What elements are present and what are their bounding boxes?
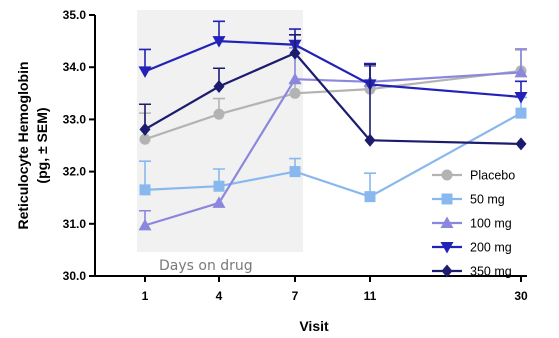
data-point [213, 80, 225, 94]
data-point [515, 107, 527, 119]
data-point [288, 72, 302, 85]
data-point [289, 166, 301, 178]
legend-label: Placebo [470, 169, 515, 183]
y-tick-label: 33.0 [63, 112, 87, 126]
legend-marker [441, 264, 453, 278]
x-axis-title: Visit [299, 318, 329, 334]
legend: Placebo 50 mg 100 mg 200 mg 350 mg [432, 169, 515, 279]
y-tick-label: 30.0 [63, 269, 87, 283]
drug-period-shading [137, 10, 303, 252]
legend-item: 100 mg [432, 216, 512, 231]
x-tick-label: 1 [142, 289, 149, 303]
y-axis-title-line2: (pg, ± SEM) [34, 107, 50, 183]
data-point [138, 66, 152, 78]
legend-label: 50 mg [470, 193, 505, 207]
data-point [212, 196, 226, 208]
x-tick-label: 30 [514, 289, 528, 303]
legend-marker [440, 216, 454, 228]
data-point [514, 65, 528, 78]
y-tick-label: 34.0 [63, 60, 87, 74]
y-axis-title: Reticulocyte Hemoglobin (pg, ± SEM) [15, 61, 50, 229]
y-axis-title-line1: Reticulocyte Hemoglobin [15, 61, 31, 229]
legend-label: 200 mg [470, 241, 512, 255]
data-point [138, 218, 152, 231]
drug-period-label: Days on drug [159, 258, 253, 274]
data-point [514, 91, 528, 104]
data-point [139, 133, 151, 145]
y-tick-label: 31.0 [63, 217, 87, 231]
data-point [139, 184, 151, 196]
x-tick-label: 11 [364, 289, 377, 303]
series-350-mg [139, 34, 527, 151]
error-bar [364, 63, 376, 141]
legend-marker [441, 169, 453, 181]
data-point [212, 36, 226, 48]
data-point [515, 137, 527, 151]
x-tick-label: 7 [292, 289, 299, 303]
data-point [139, 122, 151, 136]
legend-item: 50 mg [432, 193, 505, 207]
data-point [213, 108, 225, 120]
y-tick-label: 32.0 [63, 165, 87, 179]
data-point [289, 46, 301, 60]
legend-label: 100 mg [470, 217, 512, 231]
legend-item: Placebo [432, 169, 515, 183]
legend-label: 350 mg [470, 265, 512, 279]
legend-marker [441, 193, 453, 205]
data-point [364, 133, 376, 147]
data-point [213, 180, 225, 192]
legend-item: 200 mg [432, 241, 512, 255]
data-point [364, 191, 376, 203]
legend-marker [440, 242, 454, 254]
legend-item: 350 mg [432, 264, 512, 279]
x-tick-label: 4 [216, 289, 223, 303]
data-point [289, 87, 301, 99]
y-tick-label: 35.0 [63, 8, 87, 22]
